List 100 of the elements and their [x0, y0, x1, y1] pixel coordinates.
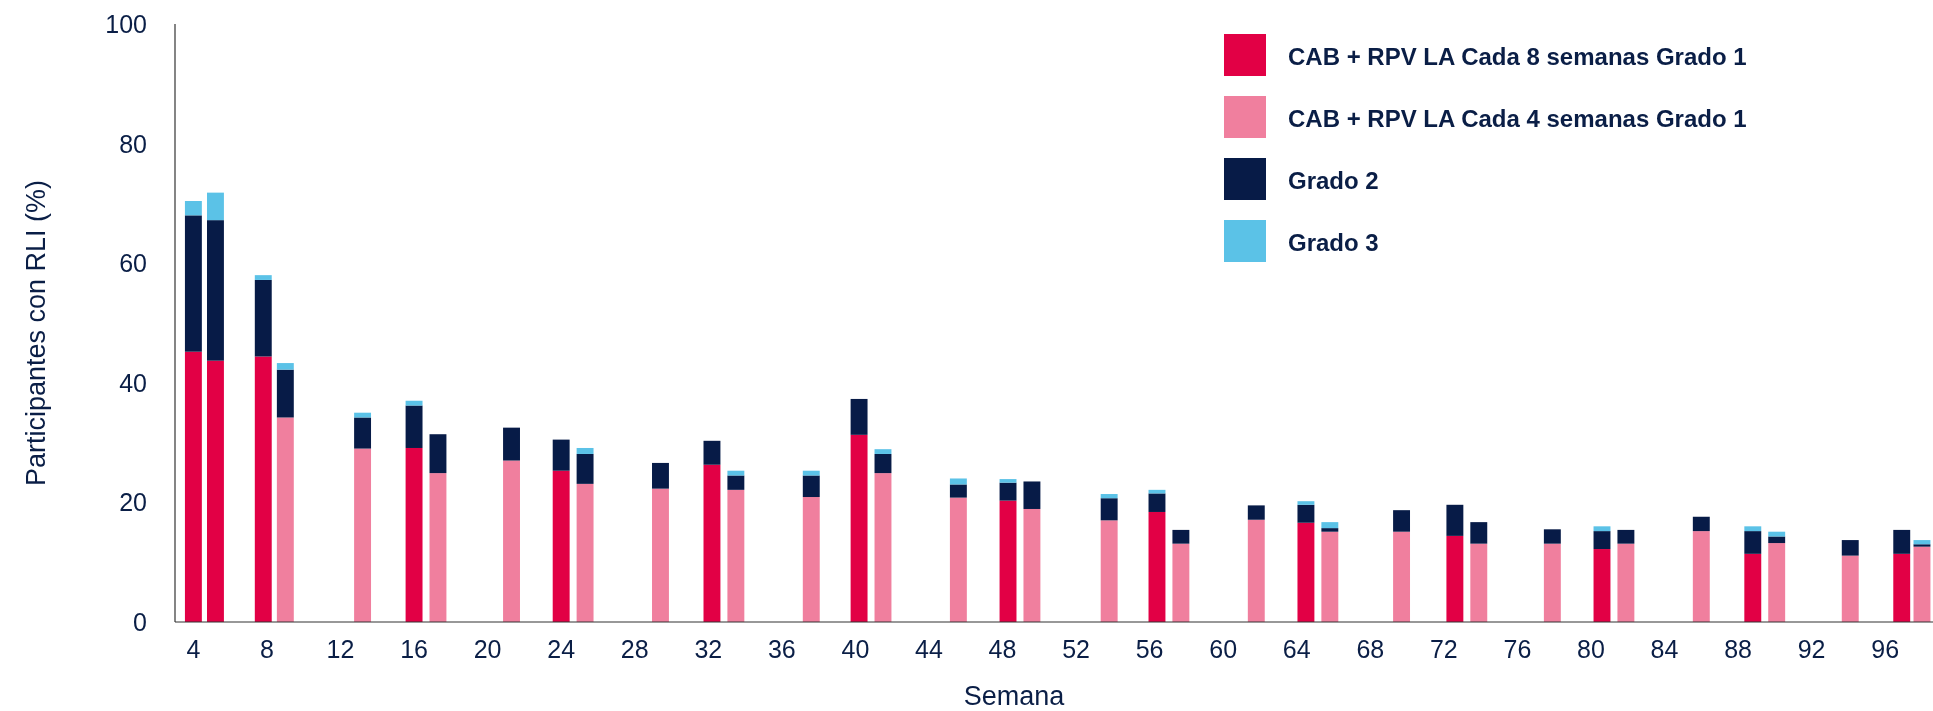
x-tick-label: 24 — [547, 635, 576, 663]
legend-label: Grado 2 — [1288, 166, 1379, 194]
bar — [1148, 493, 1166, 512]
bar — [802, 497, 820, 622]
bar — [874, 449, 892, 454]
x-tick-label: 48 — [988, 635, 1017, 663]
legend-label: CAB + RPV LA Cada 4 semanas Grado 1 — [1288, 104, 1747, 132]
bar — [1023, 481, 1041, 509]
bar — [999, 479, 1017, 483]
bar — [802, 475, 820, 498]
bar — [1321, 522, 1339, 529]
bar — [1446, 535, 1464, 622]
x-tick-label: 92 — [1797, 635, 1826, 663]
y-tick-label: 0 — [133, 608, 147, 636]
x-tick-label: 36 — [767, 635, 796, 663]
x-tick-label: 8 — [259, 635, 274, 663]
x-tick-label: 20 — [473, 635, 502, 663]
bar — [1100, 498, 1118, 521]
x-tick-label: 96 — [1871, 635, 1900, 663]
x-tick-label: 60 — [1209, 635, 1238, 663]
x-axis-title: Semana — [963, 681, 1066, 711]
bar — [1593, 531, 1611, 550]
bar — [1247, 505, 1265, 520]
bar — [1100, 494, 1118, 499]
x-tick-label: 4 — [186, 635, 201, 663]
bar — [999, 482, 1017, 501]
bar — [254, 275, 272, 280]
bar — [949, 484, 967, 498]
bar — [949, 478, 967, 485]
x-tick-label: 44 — [915, 635, 943, 663]
bar — [354, 448, 372, 622]
bar — [1247, 519, 1265, 622]
bar — [184, 351, 202, 622]
bar — [1023, 508, 1041, 622]
bar — [727, 475, 745, 490]
bar — [1617, 543, 1635, 622]
bar — [1913, 544, 1931, 547]
bar — [276, 417, 294, 622]
y-tick-label: 60 — [119, 249, 147, 278]
bar — [652, 488, 669, 622]
bar — [999, 500, 1017, 622]
bar — [1744, 553, 1762, 622]
x-tick-label: 64 — [1282, 635, 1311, 663]
bar — [207, 220, 224, 361]
bar — [1470, 543, 1488, 622]
bar — [276, 369, 294, 418]
x-tick-label: 84 — [1650, 635, 1679, 663]
bar — [1744, 531, 1762, 554]
bar — [1692, 531, 1710, 622]
bar — [1913, 546, 1931, 622]
bar — [405, 400, 423, 406]
bar — [1841, 540, 1859, 556]
x-tick-label: 52 — [1062, 635, 1090, 663]
bar — [949, 497, 967, 622]
bar — [703, 440, 721, 465]
bar — [576, 447, 594, 454]
x-tick-label: 56 — [1135, 635, 1164, 663]
bar — [1593, 549, 1611, 622]
bar — [184, 215, 202, 352]
bar — [207, 360, 224, 622]
bar — [703, 464, 721, 622]
bar — [850, 398, 868, 435]
bar — [727, 489, 745, 622]
bar — [576, 453, 594, 484]
bar — [1470, 522, 1488, 544]
bar — [1297, 501, 1315, 505]
bar — [1543, 529, 1561, 544]
legend-label: CAB + RPV LA Cada 8 semanas Grado 1 — [1288, 42, 1747, 70]
bar — [1297, 504, 1315, 523]
bar — [1172, 529, 1190, 544]
bar — [874, 473, 892, 622]
y-tick-label: 100 — [105, 10, 147, 38]
bar — [874, 453, 892, 474]
bar — [1172, 543, 1190, 622]
bar — [1543, 543, 1561, 622]
x-tick-label: 12 — [326, 635, 355, 663]
bar — [552, 470, 570, 622]
bar — [1393, 531, 1411, 622]
x-tick-label: 16 — [400, 635, 428, 663]
bar — [652, 462, 669, 489]
bar — [276, 363, 294, 370]
bar — [405, 405, 423, 448]
bar — [1321, 531, 1339, 622]
bar — [354, 417, 372, 449]
bar — [1446, 504, 1464, 536]
x-tick-label: 28 — [620, 635, 649, 663]
bar — [1393, 510, 1411, 532]
bar — [254, 279, 272, 357]
bar — [254, 356, 272, 622]
x-tick-label: 32 — [694, 635, 723, 663]
bar — [1841, 555, 1859, 622]
bar — [1768, 536, 1786, 544]
x-tick-label: 80 — [1577, 635, 1605, 663]
y-axis-title: Participantes con RLI (%) — [21, 179, 51, 487]
bar — [503, 460, 520, 622]
bar — [552, 439, 570, 471]
bar — [576, 483, 594, 622]
bar — [207, 192, 224, 221]
x-tick-label: 76 — [1503, 635, 1532, 663]
bar — [1100, 520, 1118, 622]
